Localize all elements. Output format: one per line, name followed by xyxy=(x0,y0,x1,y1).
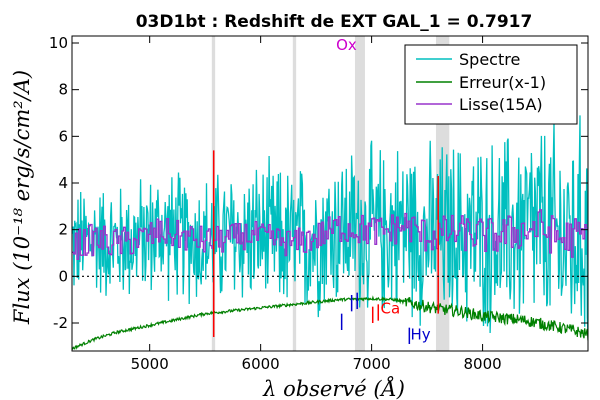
series-lisse xyxy=(72,209,588,260)
annotation-hy: Hy xyxy=(410,325,430,343)
x-tick-label: 6000 xyxy=(242,355,280,373)
legend-box xyxy=(404,44,578,125)
annotation-ca: Ca xyxy=(380,300,400,318)
series-layer xyxy=(72,115,588,350)
y-tick-label: -2 xyxy=(53,314,68,332)
y-axis-label: Flux (10⁻¹⁸ erg/s/cm²/A) xyxy=(10,70,34,325)
x-tick-label: 8000 xyxy=(463,355,501,373)
x-tick-label: 5000 xyxy=(131,355,169,373)
shaded-band-2 xyxy=(354,36,365,351)
shaded-band-1 xyxy=(292,36,297,351)
axis-ticks: 5000 6000 7000 8000 -2 0 2 4 6 8 10 xyxy=(49,34,588,373)
y-tick-label: 0 xyxy=(58,267,68,285)
y-tick-label: 10 xyxy=(49,34,68,52)
legend-label-spectre: Spectre xyxy=(459,50,520,69)
sky-lines xyxy=(212,150,439,337)
plot-area: Ox Ca Hy xyxy=(71,35,589,352)
y-tick-label: 2 xyxy=(58,221,68,239)
x-tick-label: 7000 xyxy=(353,355,391,373)
plot-frame xyxy=(71,35,589,352)
series-erreur xyxy=(72,295,588,350)
annotation-ox: Ox xyxy=(336,36,357,54)
y-tick-label: 6 xyxy=(58,127,68,145)
annotations: Ox Ca Hy xyxy=(336,36,431,343)
legend-label-lisse: Lisse(15A) xyxy=(459,95,543,114)
y-tick-label: 8 xyxy=(58,81,68,99)
legend-label-erreur: Erreur(x-1) xyxy=(459,73,546,92)
line-markers xyxy=(340,292,411,344)
legend: Spectre Erreur(x-1) Lisse(15A) xyxy=(404,44,578,125)
y-tick-label: 4 xyxy=(58,174,68,192)
x-axis-label: λ observé (Å) xyxy=(262,376,405,400)
chart-title: 03D1bt : Redshift de EXT GAL_1 = 0.7917 xyxy=(136,12,533,32)
